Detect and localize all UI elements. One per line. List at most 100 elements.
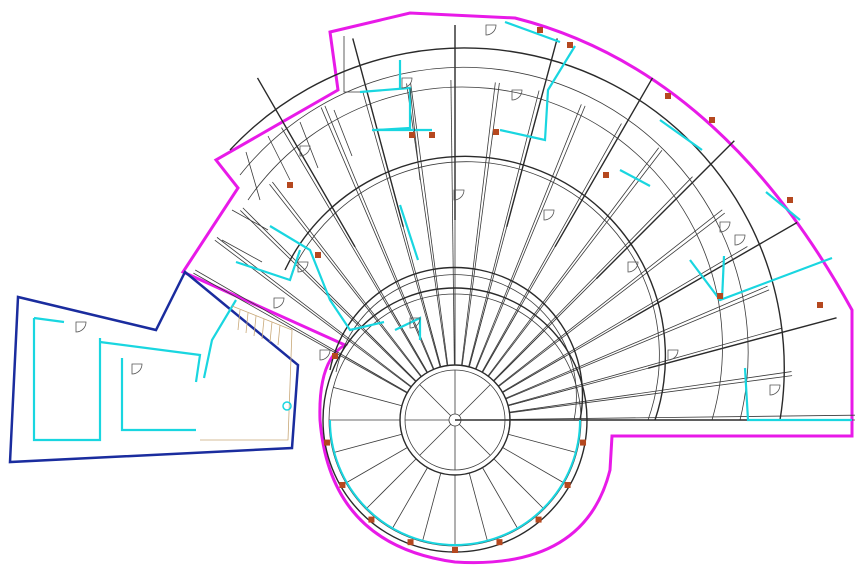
circle-marker-icon	[282, 401, 292, 411]
wall-line	[272, 181, 422, 377]
upper-left-rooms	[221, 36, 421, 263]
wall-line	[627, 221, 798, 321]
structural-column-icon	[603, 172, 609, 178]
wall-line	[269, 183, 422, 378]
door-swing-icon	[543, 209, 555, 221]
structural-column-icon	[817, 302, 823, 308]
structural-column-icon	[323, 439, 330, 446]
structural-column-icon	[332, 353, 338, 359]
door-swing-icon	[511, 89, 523, 101]
wall-line	[648, 317, 837, 369]
door-swing-icon	[319, 349, 331, 361]
wall-line	[193, 272, 408, 394]
wall-line	[422, 298, 442, 367]
wall-line	[497, 209, 723, 387]
door-swing-icon	[734, 234, 746, 246]
wall-line	[502, 356, 565, 393]
wall-line	[216, 237, 412, 387]
wall-line	[498, 212, 725, 387]
door-swing-icon	[273, 297, 285, 309]
door-swing-icon	[75, 321, 87, 333]
wall-line	[365, 330, 417, 382]
structural-column-icon	[496, 539, 503, 546]
structural-column-icon	[493, 129, 499, 135]
structural-column-icon	[452, 547, 458, 553]
door-swing-icon	[299, 145, 311, 157]
wall-line	[458, 423, 491, 456]
wall-line	[507, 327, 783, 406]
wall-line	[333, 433, 402, 453]
wall-line	[419, 384, 452, 417]
wall-line	[482, 310, 519, 373]
wall-line	[352, 38, 404, 227]
structural-column-icon	[535, 516, 542, 523]
wall-line	[502, 447, 565, 484]
wall-line	[493, 176, 693, 381]
rotunda	[322, 287, 588, 553]
wall-line	[256, 77, 356, 248]
annex-stair	[200, 305, 293, 441]
wall-line	[487, 147, 660, 377]
structural-column-icon	[407, 539, 414, 546]
structural-column-icon	[665, 93, 671, 99]
wall-line	[450, 80, 455, 366]
wall-line	[509, 414, 855, 420]
structural-column-icon	[339, 482, 346, 488]
structural-column-icon	[315, 252, 321, 258]
door-swing-icon	[409, 317, 421, 329]
wall-line	[493, 458, 545, 510]
door-swing-icon	[719, 221, 731, 233]
structural-column-icon	[717, 293, 723, 299]
door-swing-icon	[485, 24, 497, 36]
wall-line	[320, 107, 434, 370]
structural-column-icon	[537, 27, 543, 33]
wall-line	[333, 387, 402, 407]
annex-partitions	[32, 299, 237, 442]
structural-column-icon	[564, 482, 571, 488]
structural-column-icon	[580, 439, 587, 446]
wall-line	[475, 104, 582, 370]
wall-line	[345, 356, 408, 393]
structural-column-icon	[409, 132, 415, 138]
wall-line	[281, 127, 428, 373]
wall-line	[422, 473, 442, 542]
wall-line	[475, 105, 586, 370]
door-swing-icon	[667, 349, 679, 361]
door-swing-icon	[297, 261, 309, 273]
wall-line	[458, 384, 491, 417]
wall-line	[481, 123, 622, 373]
wall-line	[324, 105, 435, 370]
wall-line	[554, 77, 654, 248]
wall-line	[365, 458, 417, 510]
structural-columns	[287, 27, 823, 553]
wall-line	[506, 38, 558, 227]
door-swing-icon	[769, 384, 781, 396]
structural-column-icon	[368, 516, 375, 523]
wall-line	[502, 246, 748, 393]
wall-line	[482, 467, 519, 530]
structural-column-icon	[429, 132, 435, 138]
main-building-outline	[180, 11, 854, 565]
wall-line	[345, 447, 408, 484]
fan-wing-walls	[193, 25, 855, 421]
wall-line	[488, 150, 663, 377]
wall-line	[461, 82, 496, 366]
wall-line	[468, 473, 488, 542]
wall-line	[391, 467, 428, 530]
door-swings	[75, 24, 781, 396]
wall-line	[493, 330, 545, 382]
wall-line	[391, 310, 428, 373]
annex-outline	[8, 270, 300, 464]
door-swing-icon	[401, 77, 413, 89]
main-partitions	[235, 20, 852, 422]
wall-line	[419, 423, 452, 456]
wall-line	[508, 387, 577, 407]
wall-line	[362, 92, 441, 368]
wall-line	[505, 285, 768, 399]
structural-column-icon	[787, 197, 793, 203]
structural-column-icon	[287, 182, 293, 188]
structural-column-icon	[567, 42, 573, 48]
door-swing-icon	[627, 261, 639, 273]
